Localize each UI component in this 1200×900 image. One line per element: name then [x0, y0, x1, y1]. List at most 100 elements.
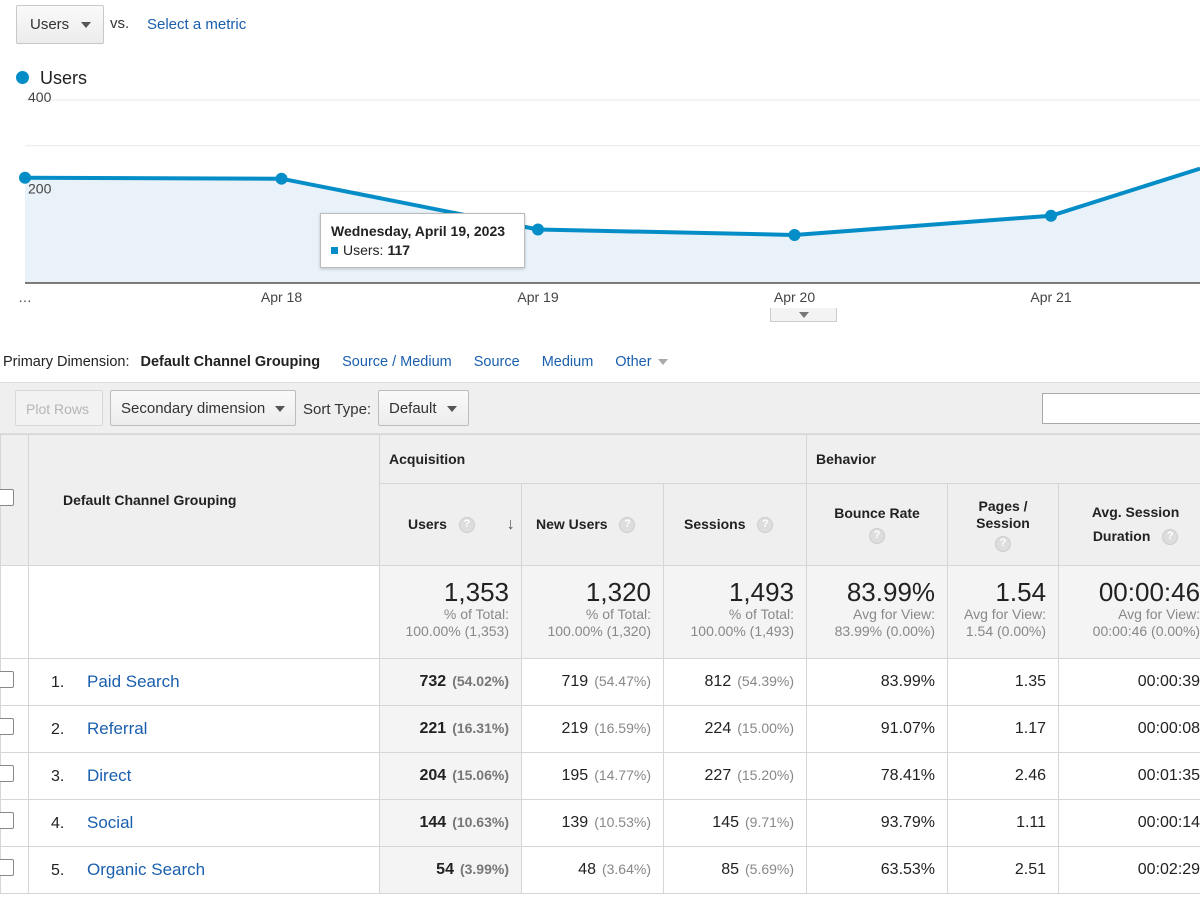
vs-label: vs.: [110, 15, 130, 32]
totals-pages-session-value: 1.54: [995, 577, 1047, 607]
chart-point: [19, 171, 31, 184]
row-users-pct: (16.31%): [452, 720, 509, 736]
totals-bounce-rate-line2: 83.99% (0.00%): [834, 623, 936, 639]
new-users-column-label: New Users: [536, 515, 608, 532]
row-rank: 1.: [51, 674, 65, 691]
row-checkbox[interactable]: [0, 671, 14, 688]
row-dimension-link[interactable]: Direct: [87, 766, 132, 785]
row-sessions: 145 (9.71%): [662, 799, 808, 847]
chevron-down-icon: [275, 406, 285, 412]
primary-dimension-source[interactable]: Source: [473, 354, 520, 370]
row-users-pct: (54.02%): [452, 673, 509, 689]
plot-rows-button[interactable]: Plot Rows: [15, 390, 103, 426]
row-users-value: 221: [419, 720, 447, 737]
row-sessions: 812 (54.39%): [662, 658, 808, 706]
row-users-value: 54: [436, 861, 454, 878]
row-dimension-cell: 2. Referral: [28, 705, 380, 753]
avg-session-duration-column-header[interactable]: Avg. Session Duration ?: [1058, 483, 1200, 566]
primary-dimension-medium[interactable]: Medium: [541, 354, 594, 370]
row-dimension-link[interactable]: Organic Search: [87, 860, 206, 879]
chart-point: [1045, 209, 1057, 222]
row-new-users-pct: (10.53%): [594, 814, 651, 830]
row-new-users-value: 139: [561, 814, 589, 831]
row-new-users-pct: (16.59%): [594, 720, 651, 736]
row-sessions-value: 812: [704, 673, 732, 690]
totals-users-line1: % of Total:: [443, 606, 509, 622]
help-icon[interactable]: ?: [458, 516, 475, 533]
select-all-checkbox[interactable]: [0, 489, 14, 506]
users-column-header[interactable]: Users ? ↓: [379, 483, 522, 566]
totals-bounce-rate-line1: Avg for View:: [853, 606, 936, 622]
tooltip-date: Wednesday, April 19, 2023: [331, 223, 506, 239]
primary-dimension-bar: Primary Dimension: Default Channel Group…: [3, 354, 668, 370]
bounce-rate-column-label: Bounce Rate: [834, 505, 920, 521]
row-dimension-link[interactable]: Social: [87, 813, 134, 832]
chevron-down-icon: [81, 22, 91, 28]
help-icon[interactable]: ?: [1162, 529, 1179, 546]
row-dimension-link[interactable]: Paid Search: [87, 672, 180, 691]
totals-avg-duration-line1: Avg for View:: [1118, 606, 1200, 622]
row-sessions: 85 (5.69%): [662, 846, 808, 894]
avg-session-label-line1: Avg. Session: [1091, 503, 1180, 520]
users-column-label: Users: [408, 515, 447, 532]
row-bounce-rate: 93.79%: [806, 799, 949, 847]
row-sessions-pct: (54.39%): [737, 673, 795, 689]
tooltip-label: Users:: [343, 242, 384, 258]
row-checkbox[interactable]: [0, 812, 14, 829]
table-row[interactable]: 1. Paid Search 732 (54.02%) 719 (54.47%) 812 (5…: [0, 658, 1200, 706]
acquisition-group-header: Acquisition: [378, 434, 808, 484]
chevron-down-icon: [447, 406, 457, 412]
row-checkbox[interactable]: [0, 859, 14, 876]
table-row[interactable]: 4. Social 144 (10.63%) 139 (10.53%) 145 (9.71%)…: [0, 799, 1200, 847]
row-rank: 2.: [51, 721, 65, 738]
row-bounce-rate: 91.07%: [806, 705, 949, 753]
row-pages-session: 1.17: [947, 705, 1060, 753]
row-pages-session: 2.46: [947, 752, 1060, 800]
totals-avg-duration-line2: 00:00:46 (0.00%): [1092, 623, 1200, 639]
help-icon[interactable]: ?: [995, 535, 1012, 552]
tooltip-swatch-icon: [331, 246, 338, 254]
sort-descending-icon: ↓: [506, 515, 515, 533]
pages-session-column-header[interactable]: Pages / Session ?: [947, 483, 1060, 566]
table-toolbar: Plot Rows Secondary dimension Sort Type:…: [0, 382, 1200, 434]
sessions-column-header[interactable]: Sessions ?: [662, 483, 808, 566]
help-icon[interactable]: ?: [757, 517, 774, 534]
help-icon[interactable]: ?: [869, 528, 886, 544]
sort-type-select[interactable]: Default: [378, 390, 469, 426]
row-sessions-pct: (9.71%): [745, 814, 795, 830]
totals-bounce-rate-value: 83.99%: [846, 577, 936, 607]
new-users-column-header[interactable]: New Users ?: [521, 483, 664, 566]
select-metric-link[interactable]: Select a metric: [147, 16, 247, 33]
row-checkbox[interactable]: [0, 718, 14, 735]
metric-select[interactable]: Users: [16, 5, 104, 44]
row-avg-duration: 00:00:39: [1058, 658, 1200, 706]
help-icon[interactable]: ?: [619, 517, 636, 534]
table-row[interactable]: 2. Referral 221 (16.31%) 219 (16.59%) 224 (15.0…: [0, 705, 1200, 753]
row-users-value: 732: [419, 673, 447, 690]
row-users: 204 (15.06%): [379, 752, 522, 800]
dimension-header[interactable]: Default Channel Grouping: [28, 434, 380, 566]
row-sessions-value: 85: [721, 861, 739, 878]
x-tick-label: Apr 21: [1030, 289, 1071, 305]
row-users-value: 144: [419, 814, 447, 831]
table-row[interactable]: 3. Direct 204 (15.06%) 195 (14.77%) 227 (15.20%…: [0, 752, 1200, 800]
totals-users: 1,353 % of Total: 100.00% (1,353): [379, 565, 522, 659]
tooltip-row: Users: 117: [331, 242, 524, 258]
totals-new-users-line1: % of Total:: [585, 606, 651, 622]
chart-expand-toggle[interactable]: [770, 308, 837, 322]
row-sessions-value: 145: [712, 814, 739, 831]
primary-dimension-other[interactable]: Other: [615, 354, 668, 370]
secondary-dimension-select[interactable]: Secondary dimension: [110, 390, 296, 426]
users-line-chart[interactable]: 400 200 … Apr 18 Apr 19 Apr 20 Apr 21: [0, 89, 1200, 320]
row-dimension-link[interactable]: Referral: [87, 719, 148, 738]
totals-checkbox-cell: [0, 565, 29, 659]
chart-point: [532, 223, 544, 236]
bounce-rate-column-header[interactable]: Bounce Rate ?: [806, 483, 949, 566]
table-filter-input[interactable]: [1042, 393, 1200, 424]
row-sessions-pct: (15.00%): [737, 720, 795, 736]
table-row[interactable]: 5. Organic Search 54 (3.99%) 48 (3.64%) 85 (5.6…: [0, 846, 1200, 894]
primary-dimension-source-medium[interactable]: Source / Medium: [342, 354, 452, 370]
table-body: 1. Paid Search 732 (54.02%) 719 (54.47%) 812 (5…: [0, 658, 1200, 894]
row-checkbox[interactable]: [0, 765, 14, 782]
group-header-row: Default Channel Grouping Acquisition Beh…: [0, 434, 1200, 566]
